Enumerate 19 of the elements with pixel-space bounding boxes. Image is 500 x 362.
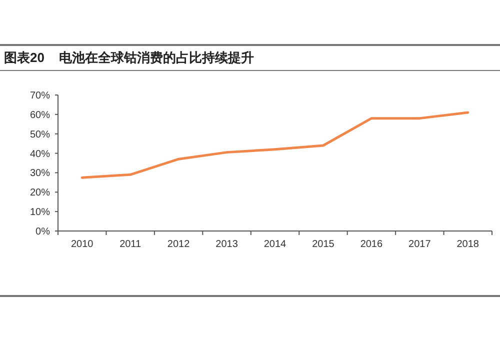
x-tick-label: 2014 <box>264 239 287 250</box>
x-tick-label: 2016 <box>360 239 384 250</box>
x-tick-label: 2017 <box>408 239 432 250</box>
chart-title: 图表20 电池在全球钴消费的占比持续提升 <box>0 44 500 71</box>
x-tick-label: 2012 <box>167 239 190 250</box>
line-series <box>80 111 470 179</box>
x-tick-label: 2010 <box>70 239 94 250</box>
x-tick-label: 2013 <box>216 239 238 250</box>
y-tick-label: 20% <box>30 188 50 199</box>
x-tick-label: 2011 <box>120 239 142 250</box>
y-tick-label: 50% <box>30 129 50 140</box>
y-tick-label: 0% <box>36 226 50 238</box>
y-tick-label: 10% <box>30 207 50 218</box>
x-tick-label: 2015 <box>312 239 335 250</box>
y-tick-label: 40% <box>30 148 50 160</box>
x-tick-label: 2018 <box>456 239 480 250</box>
y-tick-label: 70% <box>30 90 50 102</box>
y-tick-label: 60% <box>30 110 50 121</box>
y-tick-label: 30% <box>30 168 50 180</box>
